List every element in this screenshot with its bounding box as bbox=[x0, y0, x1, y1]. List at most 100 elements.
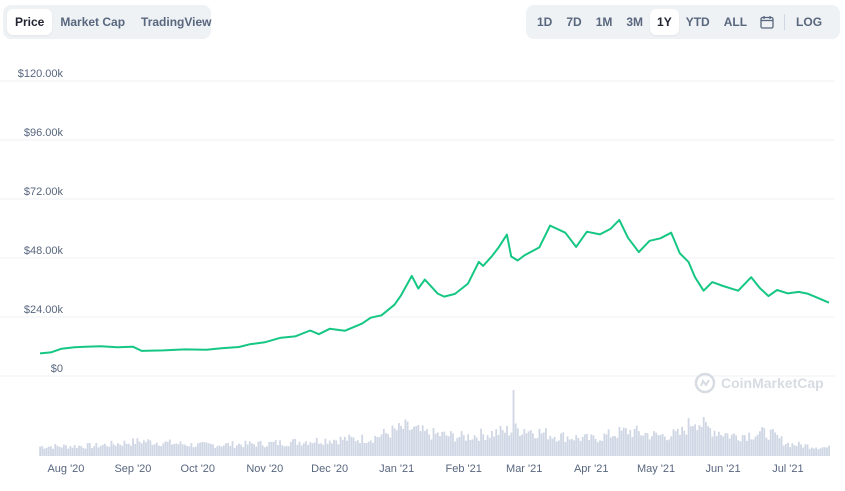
volume-bar bbox=[112, 444, 115, 456]
volume-bar bbox=[324, 438, 327, 456]
volume-bar bbox=[501, 430, 504, 456]
volume-bar bbox=[806, 444, 809, 456]
range-divider bbox=[784, 14, 786, 30]
volume-bar bbox=[478, 440, 480, 456]
volume-bar bbox=[594, 438, 597, 456]
volume-bar bbox=[104, 443, 106, 456]
volume-bar bbox=[553, 436, 556, 456]
volume-bar bbox=[244, 440, 247, 456]
volume-bar bbox=[447, 436, 450, 456]
volume-bar bbox=[596, 442, 599, 456]
y-tick-label: $72.00k bbox=[24, 186, 64, 198]
volume-bar bbox=[460, 431, 463, 456]
range-all[interactable]: ALL bbox=[723, 15, 748, 29]
volume-bar bbox=[462, 435, 465, 456]
volume-bar bbox=[601, 440, 604, 456]
volume-bar bbox=[514, 423, 517, 456]
volume-bar bbox=[235, 445, 238, 456]
x-tick-label: Jun '21 bbox=[706, 463, 741, 475]
volume-bar bbox=[659, 435, 662, 456]
volume-bar bbox=[175, 443, 178, 456]
volume-bar bbox=[568, 439, 571, 456]
volume-bar bbox=[99, 445, 102, 456]
volume-bar bbox=[739, 441, 742, 456]
volume-bar bbox=[367, 441, 370, 456]
range-ytd[interactable]: YTD bbox=[685, 15, 710, 29]
volume-bar bbox=[127, 443, 130, 456]
volume-bar bbox=[274, 440, 277, 456]
volume-bar bbox=[607, 429, 610, 456]
volume-bar bbox=[815, 447, 818, 456]
volume-bar bbox=[823, 447, 826, 456]
volume-bar bbox=[82, 447, 85, 456]
volume-bar bbox=[599, 440, 601, 456]
volume-bar bbox=[590, 434, 593, 456]
volume-bar bbox=[434, 433, 437, 456]
x-tick-label: Sep '20 bbox=[114, 463, 151, 475]
watermark: CoinMarketCap bbox=[694, 372, 824, 394]
volume-bar bbox=[300, 445, 303, 456]
volume-bar bbox=[436, 432, 439, 456]
volume-bar bbox=[557, 440, 560, 456]
volume-bar bbox=[685, 434, 688, 456]
tab-price[interactable]: Price bbox=[7, 9, 53, 35]
range-1d[interactable]: 1D bbox=[537, 15, 553, 29]
volume-bar bbox=[657, 435, 660, 456]
volume-bar bbox=[653, 431, 655, 456]
volume-bar bbox=[493, 436, 495, 456]
range-3m[interactable]: 3M bbox=[626, 15, 644, 29]
range-7d[interactable]: 7D bbox=[566, 15, 582, 29]
calendar-icon[interactable] bbox=[754, 9, 780, 35]
volume-bar bbox=[704, 422, 707, 456]
volume-bar bbox=[398, 423, 400, 456]
volume-bar bbox=[251, 443, 253, 456]
volume-bar bbox=[145, 442, 147, 456]
volume-bar bbox=[789, 447, 792, 456]
volume-bar bbox=[201, 441, 204, 456]
volume-bar bbox=[62, 444, 65, 456]
tab-market-cap[interactable]: Market Cap bbox=[60, 15, 126, 29]
volume-bar bbox=[542, 432, 545, 456]
volume-bar bbox=[186, 445, 188, 456]
volume-bar bbox=[270, 441, 273, 456]
log-scale-toggle[interactable]: LOG bbox=[796, 15, 823, 29]
volume-bar bbox=[536, 438, 539, 456]
range-1y[interactable]: 1Y bbox=[650, 9, 679, 35]
volume-bar bbox=[510, 432, 513, 456]
volume-bar bbox=[389, 437, 392, 456]
volume-bar bbox=[378, 437, 381, 456]
range-1m[interactable]: 1M bbox=[595, 15, 613, 29]
tab-tradingview[interactable]: TradingView bbox=[141, 15, 212, 29]
volume-bar bbox=[640, 435, 642, 456]
volume-bar bbox=[199, 442, 201, 456]
volume-bar bbox=[380, 434, 383, 456]
volume-bar bbox=[545, 428, 547, 456]
volume-bar bbox=[715, 436, 718, 456]
price-line[interactable] bbox=[39, 218, 830, 355]
volume-bar bbox=[222, 445, 225, 456]
volume-bar bbox=[570, 438, 573, 456]
volume-bar bbox=[302, 443, 305, 456]
volume-bar bbox=[743, 435, 746, 456]
volume-bar bbox=[294, 438, 297, 456]
volume-bar bbox=[75, 448, 78, 456]
volume-bar bbox=[475, 437, 478, 456]
volume-bar bbox=[229, 446, 232, 456]
volume-bar bbox=[642, 435, 645, 456]
volume-bar bbox=[203, 442, 206, 456]
x-tick-label: Jul '21 bbox=[772, 463, 803, 475]
volume-bar bbox=[259, 440, 262, 456]
volume-bar bbox=[356, 440, 359, 456]
volume-bar bbox=[614, 436, 616, 456]
volume-bar bbox=[93, 446, 96, 456]
volume-bar bbox=[817, 449, 820, 456]
volume-bar bbox=[711, 436, 714, 456]
volume-bar bbox=[56, 445, 59, 456]
volume-bar bbox=[443, 431, 446, 456]
volume-bar bbox=[69, 446, 72, 456]
volume-bar bbox=[581, 436, 584, 456]
volume-bar bbox=[395, 430, 398, 456]
volume-bar bbox=[91, 448, 93, 456]
volume-bar bbox=[480, 428, 482, 456]
volume-bar bbox=[469, 440, 472, 456]
